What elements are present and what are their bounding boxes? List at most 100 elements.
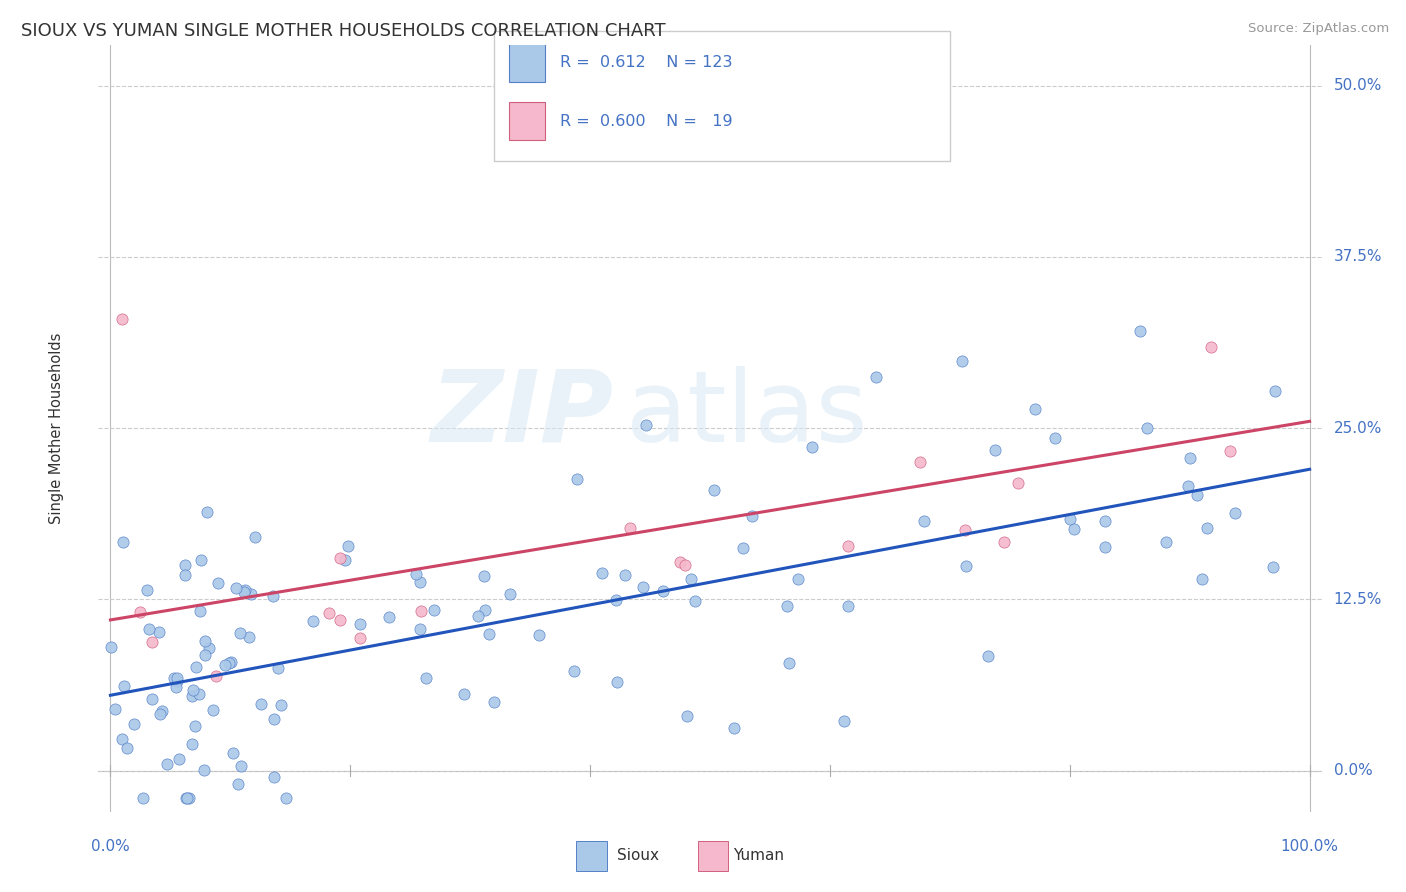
Point [950, 354, 973, 368]
Point [141, 692, 163, 706]
Bar [494, 31, 950, 161]
Point [136, 582, 159, 597]
Point [111, 311, 134, 326]
Point [676, 708, 699, 723]
Point [498, 587, 520, 601]
Point [336, 539, 359, 553]
Point [267, 661, 290, 675]
Point [472, 569, 495, 583]
Bar [509, 103, 544, 140]
Point [703, 483, 725, 497]
Point [605, 593, 627, 607]
Point [953, 523, 976, 537]
Point [1024, 402, 1046, 417]
Point [128, 605, 150, 619]
Point [167, 752, 190, 766]
Point [1129, 324, 1152, 338]
Text: R =  0.612    N = 123: R = 0.612 N = 123 [560, 55, 733, 70]
Point [562, 664, 585, 678]
Point [1094, 540, 1116, 554]
Point [329, 550, 352, 565]
Point [329, 613, 352, 627]
Point [262, 589, 284, 603]
Text: 25.0%: 25.0% [1334, 421, 1382, 435]
Point [685, 593, 707, 607]
Point [318, 607, 340, 621]
Point [787, 572, 810, 586]
Point [1007, 475, 1029, 490]
Point [910, 455, 932, 469]
Point [1177, 479, 1199, 493]
Point [1136, 421, 1159, 435]
Point [104, 702, 127, 716]
Point [606, 675, 628, 690]
Point [235, 582, 257, 597]
Point [467, 608, 489, 623]
Point [1219, 443, 1241, 458]
Text: Sioux: Sioux [617, 848, 659, 863]
Point [180, 689, 202, 703]
Point [166, 673, 188, 688]
Point [202, 703, 225, 717]
Point [124, 717, 146, 731]
Point [1154, 535, 1177, 549]
Point [239, 587, 262, 601]
Point [591, 566, 613, 581]
Point [837, 540, 859, 554]
Point [613, 568, 636, 582]
Point [187, 687, 209, 701]
Point [183, 718, 205, 732]
Point [349, 616, 371, 631]
Point [198, 640, 221, 655]
Point [865, 369, 887, 384]
Point [474, 603, 496, 617]
Point [681, 572, 703, 586]
Point [1223, 506, 1246, 520]
Text: 37.5%: 37.5% [1334, 250, 1382, 264]
Point [193, 633, 215, 648]
Point [423, 602, 446, 616]
Point [180, 737, 202, 751]
Point [188, 604, 211, 618]
Point [800, 441, 823, 455]
Point [636, 417, 658, 432]
Point [229, 758, 252, 772]
Point [276, 791, 298, 805]
Point [111, 731, 134, 746]
Point [214, 658, 236, 673]
Point [733, 541, 755, 556]
Point [112, 680, 135, 694]
Point [112, 534, 135, 549]
Point [218, 656, 240, 670]
Point [619, 521, 641, 535]
Point [190, 553, 212, 567]
Point [263, 712, 285, 726]
Point [837, 599, 859, 613]
Point [195, 505, 218, 519]
Point [194, 648, 217, 662]
Point [335, 553, 357, 567]
Point [409, 575, 432, 590]
Point [250, 697, 273, 711]
Point [1187, 488, 1209, 502]
Point [527, 628, 550, 642]
Point [205, 669, 228, 683]
Point [100, 640, 122, 655]
Point [565, 472, 588, 486]
Point [834, 714, 856, 728]
Bar [697, 840, 728, 871]
Point [633, 580, 655, 594]
Point [181, 683, 204, 698]
Point [232, 585, 254, 599]
Point [148, 624, 170, 639]
Bar [509, 43, 544, 81]
Point [141, 634, 163, 648]
Point [484, 695, 506, 709]
Point [301, 614, 323, 628]
Point [150, 705, 173, 719]
Point [723, 721, 745, 735]
Point [193, 763, 215, 777]
Text: Yuman: Yuman [734, 848, 785, 863]
Point [149, 706, 172, 721]
Point [776, 599, 799, 613]
